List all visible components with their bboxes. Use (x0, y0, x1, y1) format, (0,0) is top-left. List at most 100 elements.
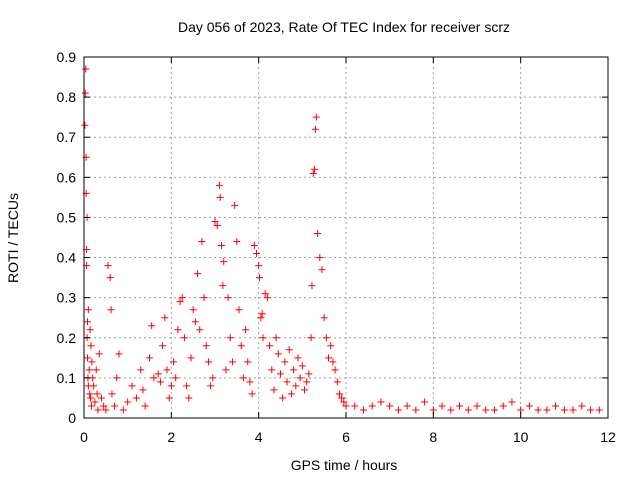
data-point (139, 386, 147, 394)
data-point (97, 394, 105, 402)
data-point (216, 193, 224, 201)
data-point (104, 262, 112, 270)
data-point (325, 354, 333, 362)
data-point (108, 390, 116, 398)
data-point (167, 382, 175, 390)
data-point (235, 306, 243, 314)
x-tick-label: 4 (255, 429, 263, 445)
data-point (534, 406, 542, 414)
data-point (239, 374, 247, 382)
data-point (312, 113, 320, 121)
data-point (259, 334, 267, 342)
x-axis-label: GPS time / hours (291, 457, 398, 473)
data-point (165, 394, 173, 402)
data-point (560, 406, 568, 414)
data-point (218, 242, 226, 250)
x-tick-label: 8 (429, 429, 437, 445)
data-point (307, 334, 315, 342)
axis-ticks (83, 56, 609, 419)
data-point (272, 334, 280, 342)
data-point (180, 334, 188, 342)
data-point (132, 394, 140, 402)
data-point (154, 370, 162, 378)
y-tick-label: 0.1 (57, 370, 77, 386)
data-point (368, 402, 376, 410)
data-point (148, 322, 156, 330)
x-tick-label: 10 (513, 429, 529, 445)
data-point (281, 358, 289, 366)
data-point (115, 350, 123, 358)
data-point (90, 382, 98, 390)
data-point (124, 398, 132, 406)
x-tick-label: 0 (80, 429, 88, 445)
data-point (250, 242, 258, 250)
data-point (578, 402, 586, 410)
data-point (113, 374, 121, 382)
data-point (569, 406, 577, 414)
data-point (224, 294, 232, 302)
data-point (163, 366, 171, 374)
tick-labels: 0 0.1 0.2 0.3 0.4 0.5 0.6 0.7 0.8 0.9 0 2 4 6 8 10 12 (57, 49, 616, 445)
data-point (351, 402, 359, 410)
data-point (464, 406, 472, 414)
data-point (322, 334, 330, 342)
data-point (318, 266, 326, 274)
data-point (94, 406, 102, 414)
data-point (277, 370, 284, 378)
data-point (333, 378, 341, 386)
y-tick-label: 0.5 (57, 209, 77, 225)
data-point (412, 406, 420, 414)
data-point (119, 406, 127, 414)
data-point (290, 366, 298, 374)
data-point (81, 89, 89, 97)
data-point (552, 402, 560, 410)
data-point (294, 354, 302, 362)
data-point (83, 354, 91, 362)
data-point (86, 390, 94, 398)
data-point (178, 294, 186, 302)
data-point (246, 378, 254, 386)
data-point (329, 358, 337, 366)
data-point (176, 298, 184, 306)
data-point (263, 294, 271, 302)
data-point (215, 181, 223, 189)
data-point (274, 350, 282, 358)
data-point (543, 406, 551, 414)
data-point (231, 201, 239, 209)
data-point (83, 318, 91, 326)
data-point (335, 390, 343, 398)
data-point (394, 406, 402, 414)
data-point (82, 65, 90, 73)
data-point (359, 406, 367, 414)
data-point (525, 402, 533, 410)
data-point (316, 254, 324, 262)
data-point (257, 314, 265, 322)
data-point (587, 406, 595, 414)
data-point (194, 270, 202, 278)
data-point (298, 362, 306, 370)
data-point (311, 165, 319, 173)
data-point (146, 354, 153, 362)
data-point (473, 402, 481, 410)
data-point (89, 374, 97, 382)
data-point (128, 382, 136, 390)
data-point (320, 314, 328, 322)
data-point (314, 229, 322, 237)
data-point (331, 366, 339, 374)
data-point (189, 306, 197, 314)
y-tick-label: 0.9 (57, 49, 77, 65)
data-point (159, 342, 167, 350)
data-point (156, 378, 164, 386)
data-point (87, 394, 95, 402)
data-point (95, 350, 103, 358)
data-point (102, 406, 110, 414)
data-point (292, 382, 300, 390)
data-point (111, 402, 119, 410)
data-point (222, 366, 230, 374)
data-point (91, 398, 99, 406)
data-point (270, 386, 278, 394)
data-point (268, 366, 276, 374)
data-point (137, 366, 145, 374)
data-point (196, 326, 204, 334)
